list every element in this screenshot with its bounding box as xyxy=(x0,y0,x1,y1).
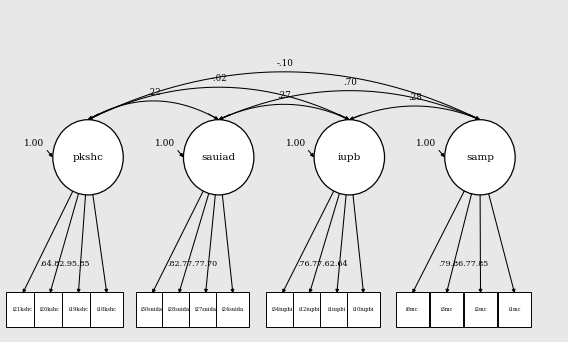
FancyBboxPatch shape xyxy=(216,292,249,327)
Text: pkshc: pkshc xyxy=(73,153,103,162)
Text: .27: .27 xyxy=(277,91,291,100)
FancyBboxPatch shape xyxy=(162,292,195,327)
Text: i28suida: i28suida xyxy=(168,307,190,312)
FancyBboxPatch shape xyxy=(189,292,222,327)
Text: 1.00: 1.00 xyxy=(155,139,175,148)
Text: i18kshc: i18kshc xyxy=(97,307,116,312)
Ellipse shape xyxy=(183,120,254,195)
Text: .76.77.62.64: .76.77.62.64 xyxy=(298,260,348,267)
FancyBboxPatch shape xyxy=(464,292,497,327)
Text: i20kshc: i20kshc xyxy=(40,307,60,312)
Text: -.10: -.10 xyxy=(276,59,293,68)
FancyBboxPatch shape xyxy=(34,292,66,327)
Text: i12iupbi: i12iupbi xyxy=(299,307,320,312)
Text: i19kshc: i19kshc xyxy=(69,307,88,312)
Text: .22: .22 xyxy=(147,88,160,97)
Text: .70: .70 xyxy=(343,78,357,87)
FancyBboxPatch shape xyxy=(90,292,123,327)
Ellipse shape xyxy=(53,120,123,195)
Text: .79.86.77.85: .79.86.77.85 xyxy=(438,260,488,267)
Text: .82.77.77.70: .82.77.77.70 xyxy=(168,260,218,267)
Text: i21kshc: i21kshc xyxy=(13,307,32,312)
FancyBboxPatch shape xyxy=(6,292,39,327)
Text: sauiad: sauiad xyxy=(202,153,236,162)
Text: 1.00: 1.00 xyxy=(286,139,306,148)
Text: i24suida: i24suida xyxy=(222,307,244,312)
Text: iupb: iupb xyxy=(337,153,361,162)
Text: i27suida: i27suida xyxy=(195,307,216,312)
FancyBboxPatch shape xyxy=(430,292,463,327)
FancyBboxPatch shape xyxy=(498,292,531,327)
Text: -.02: -.02 xyxy=(211,74,228,83)
Ellipse shape xyxy=(445,120,515,195)
FancyBboxPatch shape xyxy=(347,292,380,327)
Text: .64.82.95.85: .64.82.95.85 xyxy=(40,260,90,267)
Text: i30suida: i30suida xyxy=(141,307,163,312)
FancyBboxPatch shape xyxy=(136,292,169,327)
Text: 1.00: 1.00 xyxy=(416,139,436,148)
FancyBboxPatch shape xyxy=(293,292,326,327)
Text: i34iupbi: i34iupbi xyxy=(272,307,293,312)
FancyBboxPatch shape xyxy=(396,292,429,327)
Text: i8mc: i8mc xyxy=(406,307,419,312)
Text: i2mc: i2mc xyxy=(474,307,487,312)
Text: i10iupbi: i10iupbi xyxy=(353,307,374,312)
Text: 1.00: 1.00 xyxy=(24,139,44,148)
FancyBboxPatch shape xyxy=(62,292,95,327)
Ellipse shape xyxy=(314,120,385,195)
FancyBboxPatch shape xyxy=(320,292,353,327)
Text: i1iupbi: i1iupbi xyxy=(328,307,346,312)
FancyBboxPatch shape xyxy=(266,292,299,327)
Text: i1mc: i1mc xyxy=(508,307,521,312)
Text: i3mc: i3mc xyxy=(440,307,453,312)
Text: .28: .28 xyxy=(408,93,422,102)
Text: samp: samp xyxy=(466,153,494,162)
